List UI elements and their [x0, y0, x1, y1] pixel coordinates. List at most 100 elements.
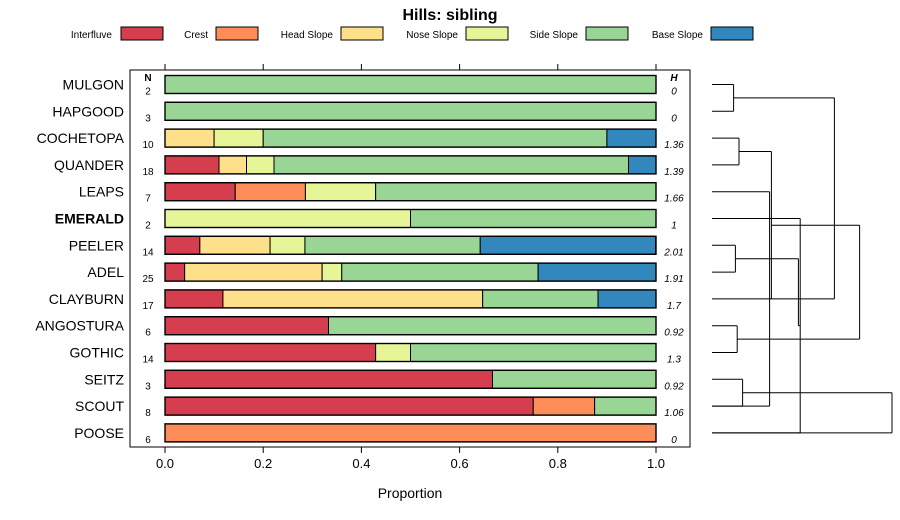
h-value: 0.92	[664, 328, 684, 339]
bar-segment	[269, 235, 306, 255]
y-label: GOTHIC	[70, 345, 124, 361]
n-column-header: N	[144, 73, 151, 84]
x-tick-label: 0.0	[156, 456, 174, 471]
legend-label: Head Slope	[281, 30, 334, 41]
legend: Interfluve Crest Head Slope Nose Slope Side …	[71, 26, 754, 41]
n-value: 7	[145, 194, 151, 205]
chart-title: Hills: sibling	[402, 7, 497, 24]
plot-frame	[129, 69, 691, 448]
n-value: 18	[142, 167, 154, 178]
x-tick-label: 0.8	[549, 456, 567, 471]
n-value: 25	[142, 274, 154, 285]
bar-segment	[304, 182, 377, 202]
bar-segment	[164, 262, 186, 282]
bar-segment	[234, 182, 306, 202]
bar-segment	[164, 75, 657, 94]
y-label: QUANDER	[54, 157, 124, 173]
h-value: 0	[671, 87, 677, 98]
bar-segment	[164, 289, 224, 309]
y-label: HAPGOOD	[52, 103, 124, 119]
n-value: 6	[145, 435, 151, 446]
bar-outline	[164, 208, 657, 229]
y-label: LEAPS	[79, 184, 124, 200]
bar-segment	[606, 128, 657, 148]
plot-area: 0.0 0.2 0.4 0.6 0.8 1.0 N H MULGON 2 0 HAPGOOD 3 0 COC…	[35, 64, 691, 471]
h-value: 1.66	[664, 194, 684, 205]
bar-outline	[164, 396, 657, 416]
bar-segment	[164, 155, 220, 175]
h-value: 0.92	[664, 381, 684, 392]
bar-segment	[164, 316, 330, 336]
legend-label: Side Slope	[530, 30, 579, 41]
y-label: COCHETOPA	[37, 130, 125, 146]
n-value: 3	[145, 113, 151, 124]
n-value: 3	[145, 381, 151, 392]
bar-segment	[375, 182, 657, 202]
bar-segment	[164, 101, 657, 121]
bar-outline	[164, 316, 657, 336]
bar-segment	[597, 289, 657, 309]
bar-segment	[341, 262, 539, 282]
legend-label: Nose Slope	[406, 30, 458, 41]
bar-segment	[628, 155, 657, 175]
n-value: 8	[145, 408, 151, 419]
n-value: 17	[142, 301, 154, 312]
y-label: ANGOSTURA	[35, 318, 124, 334]
bar-segment	[594, 396, 657, 416]
y-label: SCOUT	[75, 398, 124, 414]
bar-segment	[410, 343, 657, 362]
legend-swatch	[710, 26, 754, 41]
legend-swatch	[120, 26, 164, 41]
h-value: 1.39	[664, 167, 684, 178]
y-label: MULGON	[63, 77, 124, 93]
bar-outline	[164, 128, 657, 148]
bar-segment	[213, 128, 264, 148]
n-value: 14	[142, 355, 154, 366]
n-value: 2	[145, 87, 151, 98]
legend-swatch	[215, 26, 259, 41]
x-tick-label: 0.4	[352, 456, 370, 471]
h-value: 2.01	[663, 247, 683, 258]
bar-segment	[222, 289, 484, 309]
bar-segment	[304, 235, 481, 255]
legend-label: Crest	[184, 30, 208, 41]
h-column-header: H	[670, 73, 678, 84]
y-label: ADEL	[87, 264, 124, 280]
bar-segment	[246, 155, 275, 175]
bar-outline	[164, 342, 657, 363]
bar-outline	[164, 289, 657, 309]
bar-outline	[164, 369, 657, 389]
x-tick-label: 1.0	[647, 456, 665, 471]
h-value: 0	[671, 435, 677, 446]
bar-segment	[532, 396, 596, 416]
bar-outline	[164, 181, 657, 202]
n-value: 10	[142, 140, 154, 151]
legend-label: Interfluve	[71, 30, 113, 41]
bar-outline	[164, 423, 657, 443]
h-value: 0	[671, 113, 677, 124]
bar-segment	[164, 423, 657, 443]
bar-segment	[491, 369, 657, 389]
legend-label: Base Slope	[652, 30, 704, 41]
bar-segment	[164, 343, 377, 362]
n-value: 14	[142, 247, 154, 258]
n-value: 6	[145, 328, 151, 339]
bar-outline	[164, 235, 657, 256]
bar-segment	[164, 369, 493, 389]
bar-outline	[164, 74, 657, 95]
bar-segment	[375, 343, 412, 362]
bar-segment	[164, 182, 236, 202]
y-label: PEELER	[69, 237, 124, 253]
bar-segment	[164, 128, 215, 148]
bar-segment	[199, 235, 271, 255]
h-value: 1.7	[667, 301, 681, 312]
y-label: CLAYBURN	[49, 291, 124, 307]
bar-segment	[164, 396, 534, 416]
h-value: 1.3	[667, 355, 681, 366]
dendrogram	[712, 84, 893, 434]
bar-segment	[184, 262, 323, 282]
h-value: 1.36	[664, 140, 684, 151]
bar-segment	[218, 155, 248, 175]
bar-segment	[537, 262, 657, 282]
